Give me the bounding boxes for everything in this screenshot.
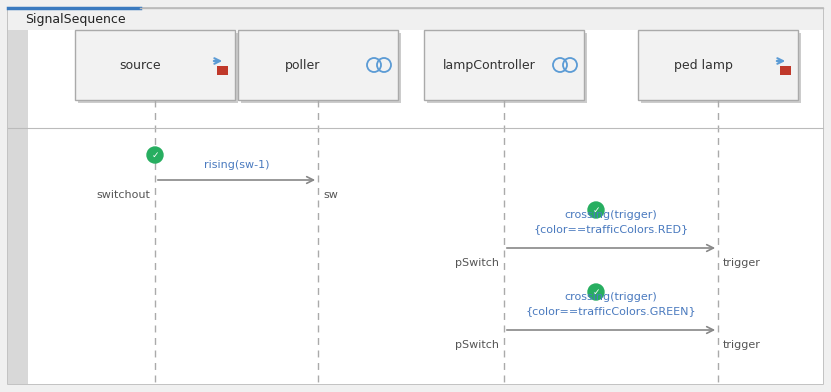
Bar — [427, 33, 587, 103]
Text: lampController: lampController — [443, 58, 535, 71]
Text: pSwitch: pSwitch — [455, 258, 499, 268]
Text: SignalSequence: SignalSequence — [25, 13, 125, 25]
Text: source: source — [119, 58, 161, 71]
Text: crossing(trigger): crossing(trigger) — [564, 210, 657, 220]
Text: ped lamp: ped lamp — [674, 58, 732, 71]
Text: ✓: ✓ — [151, 151, 159, 160]
Bar — [780, 66, 791, 75]
Circle shape — [588, 202, 604, 218]
Bar — [424, 30, 584, 100]
Text: trigger: trigger — [723, 258, 761, 268]
Bar — [78, 33, 238, 103]
Bar — [641, 33, 801, 103]
Bar — [217, 66, 228, 75]
Text: pSwitch: pSwitch — [455, 340, 499, 350]
Text: {color==trafficColors.RED}: {color==trafficColors.RED} — [534, 224, 689, 234]
Text: rising(sw-1): rising(sw-1) — [204, 160, 269, 170]
Text: ✓: ✓ — [593, 287, 600, 296]
Text: sw: sw — [323, 190, 338, 200]
Bar — [8, 30, 28, 384]
Bar — [241, 33, 401, 103]
Text: {color==trafficColors.GREEN}: {color==trafficColors.GREEN} — [526, 306, 696, 316]
Bar — [238, 30, 398, 100]
Text: crossing(trigger): crossing(trigger) — [564, 292, 657, 302]
Text: ✓: ✓ — [593, 205, 600, 214]
Text: poller: poller — [285, 58, 321, 71]
Bar — [638, 30, 798, 100]
Text: switchout: switchout — [96, 190, 150, 200]
Text: trigger: trigger — [723, 340, 761, 350]
Bar — [8, 8, 823, 30]
Circle shape — [147, 147, 163, 163]
Bar — [75, 30, 235, 100]
Circle shape — [588, 284, 604, 300]
